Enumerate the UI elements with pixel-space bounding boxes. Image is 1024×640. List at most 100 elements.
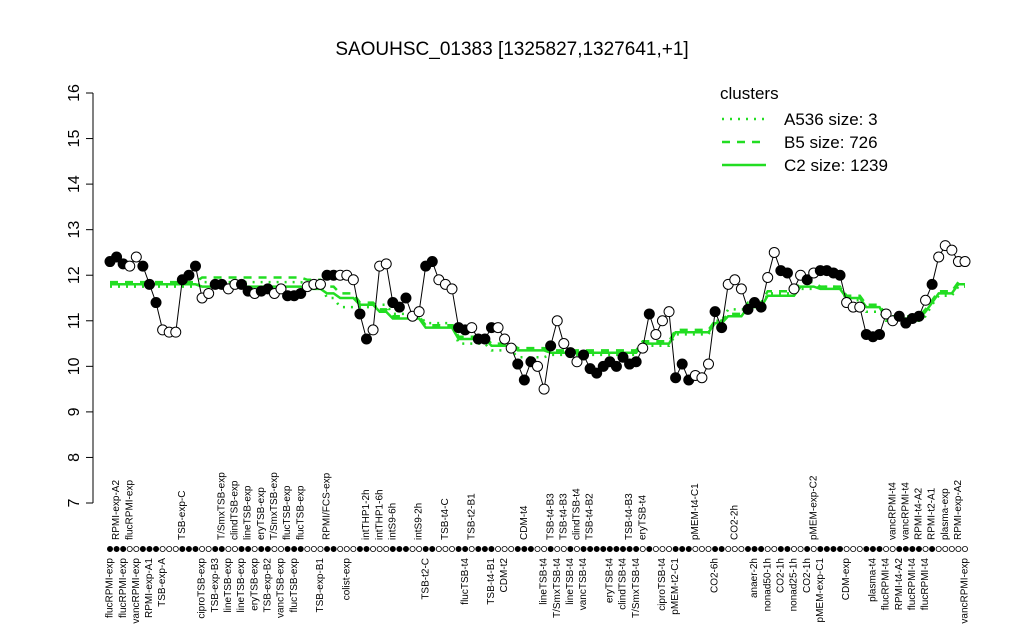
x-tick-label: RPMI-exp-A2: [111, 480, 122, 540]
data-point: [630, 356, 642, 368]
data-point: [492, 322, 504, 334]
x-tick-label: pMEM-exp-C1: [815, 558, 826, 623]
x-tick-label: TSB-t2-C: [420, 558, 431, 600]
x-tick-label: plasma-exp: [940, 488, 951, 540]
rug-point: [560, 546, 567, 553]
rug-point: [652, 546, 659, 553]
rug-point: [685, 546, 692, 553]
data-point: [610, 360, 622, 372]
rug-point: [159, 546, 166, 553]
x-tick-label: TSB-t4-B3: [545, 493, 556, 540]
x-tick-label: clindTSB-exp: [230, 480, 241, 540]
rug-point: [258, 546, 265, 553]
data-point: [124, 260, 136, 272]
data-point: [696, 372, 708, 384]
x-tick-label: RPMI-t2-A1: [927, 487, 938, 540]
rug-point: [146, 546, 153, 553]
data-point: [558, 338, 570, 350]
x-tick-label: vancRPMI-t4: [900, 482, 911, 540]
data-point: [532, 360, 543, 372]
x-tick-label: intS9-6h: [387, 503, 398, 540]
rug-point: [172, 546, 179, 553]
x-tick-label: T/SmxTSB-t4: [552, 558, 563, 618]
data-point: [703, 358, 714, 370]
rug-point: [218, 546, 225, 553]
rug-point: [869, 546, 876, 553]
rug-point: [909, 546, 916, 553]
rug-point: [297, 546, 304, 553]
rug-point: [692, 546, 699, 553]
data-point: [729, 274, 741, 286]
rug-point: [435, 546, 442, 553]
rug-point: [126, 546, 133, 553]
x-tick-label: flucRPMI-t4: [907, 558, 918, 611]
rug-point: [823, 546, 830, 553]
data-point: [518, 374, 530, 386]
y-tick-label: 12: [66, 266, 83, 284]
rug-point: [139, 546, 146, 553]
data-point: [755, 301, 767, 313]
data-point: [347, 274, 359, 286]
x-tick-label: lineTSB-t4: [539, 558, 550, 605]
data-point: [913, 310, 925, 322]
x-tick-label: RPMI/FCS-exp: [322, 472, 333, 540]
data-point: [170, 326, 182, 338]
rug-point: [442, 546, 449, 553]
x-tick-label: TSB-t4-B2: [585, 493, 596, 540]
rug-point: [804, 546, 811, 553]
x-tick-label: vancTSB-t4: [578, 558, 589, 611]
data-point: [400, 292, 412, 304]
x-tick-label: lineTSB-exp: [223, 558, 234, 613]
rug-point: [153, 546, 160, 553]
rug-point: [659, 546, 666, 553]
data-point: [295, 287, 307, 299]
data-point: [545, 340, 557, 352]
rug-point: [962, 546, 969, 553]
rug-point: [541, 546, 548, 553]
x-tick-label: TSB-t2-B1: [466, 493, 477, 540]
rug-point: [606, 546, 613, 553]
data-point: [479, 333, 491, 345]
x-tick-label: eryTSB-exp: [249, 558, 260, 611]
x-tick-label: eryTSB-t4: [604, 558, 615, 603]
data-point: [512, 358, 524, 370]
chart-title: SAOUHSC_01383 [1325827,1327641,+1]: [335, 39, 688, 60]
rug-point: [488, 546, 495, 553]
rug-point: [593, 546, 600, 553]
rug-point: [231, 546, 238, 553]
data-point: [571, 356, 583, 368]
rug-point: [376, 546, 383, 553]
legend-label: C2 size: 1239: [784, 156, 888, 175]
rug-point: [929, 546, 936, 553]
x-tick-label: TSB-exp-B1: [315, 558, 326, 613]
rug-point: [271, 546, 278, 553]
rug-point: [389, 546, 396, 553]
rug-point: [679, 546, 686, 553]
data-point: [361, 333, 372, 345]
rug-point: [837, 546, 844, 553]
rug-point: [758, 546, 765, 553]
x-tick-label: RPMI-exp-A1: [144, 558, 155, 618]
y-tick-label: 9: [66, 407, 83, 416]
x-tick-label: flucRPMI-t4: [920, 558, 931, 611]
x-tick-label: TSB-exp-A: [157, 558, 168, 607]
rug-point: [876, 546, 883, 553]
rug-point: [883, 546, 890, 553]
x-tick-label: CDM-t4: [519, 505, 530, 540]
data-point: [446, 283, 458, 295]
rug-point: [810, 546, 817, 553]
rug-point: [324, 546, 331, 553]
data-point: [413, 306, 425, 318]
rug-point: [409, 546, 416, 553]
rug-point: [291, 546, 298, 553]
rug-point: [784, 546, 791, 553]
x-tick-label: T/SmxTSB-exp: [269, 472, 280, 540]
rug-point: [666, 546, 673, 553]
x-tick-label: intTHP1-2h: [361, 489, 372, 540]
data-point: [663, 306, 675, 318]
x-tick-label: intS9-2h: [414, 503, 425, 540]
x-tick-label: anaer-2h: [749, 558, 760, 598]
x-tick-label: ciproTSB-exp: [197, 558, 208, 619]
rug-point: [212, 546, 219, 553]
